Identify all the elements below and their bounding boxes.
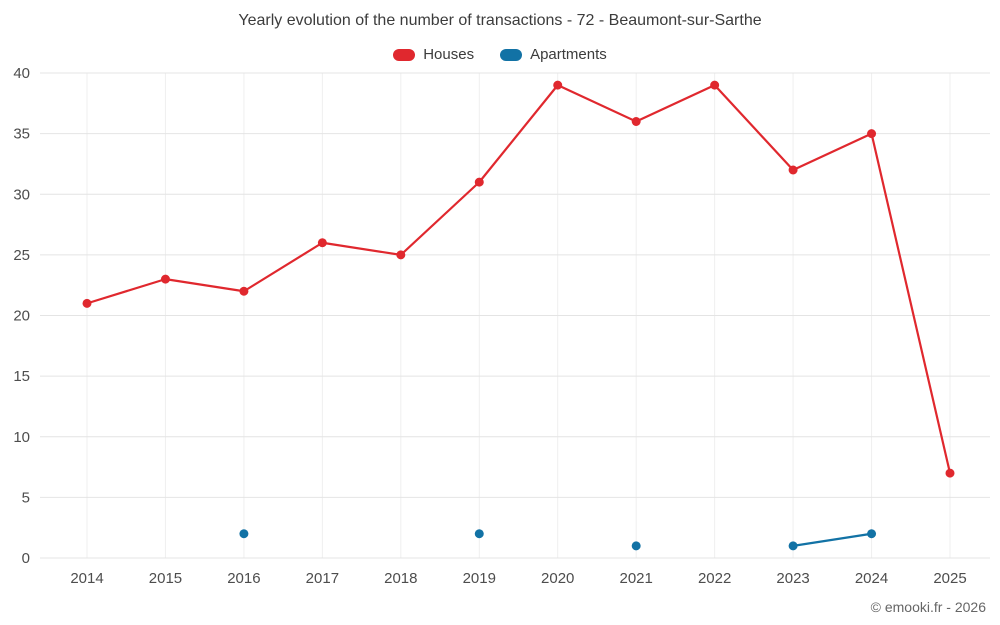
x-axis-tick-label: 2019 (463, 570, 496, 587)
x-axis-tick-label: 2025 (933, 570, 966, 587)
houses-data-point (160, 274, 170, 284)
x-axis-tick-label: 2018 (384, 570, 417, 587)
houses-data-point (710, 80, 720, 90)
houses-legend-label: Houses (423, 46, 475, 63)
apartments-data-point (474, 529, 484, 539)
apartments-data-point (239, 529, 249, 539)
x-axis-tick-label: 2021 (619, 570, 652, 587)
x-axis-tick-label: 2016 (227, 570, 260, 587)
y-axis-tick-label: 0 (22, 550, 30, 567)
houses-data-point (631, 117, 641, 126)
y-axis-tick-label: 40 (13, 65, 30, 82)
legend: Houses Apartments (0, 46, 1000, 63)
apartments-series-line (791, 532, 873, 547)
x-axis-tick-label: 2022 (698, 570, 731, 587)
y-axis-tick-label: 15 (13, 368, 30, 385)
chart-title: Yearly evolution of the number of transa… (238, 12, 762, 29)
houses-series-swatch-icon (393, 48, 416, 61)
legend-item-apartments[interactable]: Apartments (500, 46, 607, 63)
houses-data-point (553, 80, 563, 90)
houses-data-point (317, 238, 327, 248)
x-axis-tick-label: 2024 (855, 570, 888, 587)
x-axis-tick-label: 2020 (541, 570, 574, 587)
apartments-legend-label: Apartments (530, 46, 607, 63)
legend-item-houses[interactable]: Houses (393, 46, 474, 63)
houses-data-point (474, 177, 484, 187)
apartments-data-point (631, 541, 641, 551)
copyright-label: © emooki.fr - 2026 (870, 599, 986, 615)
y-axis-tick-label: 35 (13, 126, 30, 143)
houses-data-point (396, 250, 406, 260)
x-axis-tick-label: 2023 (776, 570, 809, 587)
y-axis-tick-label: 10 (13, 429, 30, 446)
y-axis-tick-label: 20 (13, 308, 30, 325)
houses-data-point (788, 165, 798, 175)
houses-data-point (867, 129, 877, 139)
y-axis-tick-label: 25 (13, 247, 30, 264)
houses-data-point (945, 468, 955, 478)
houses-data-point (239, 286, 249, 296)
houses-data-point (82, 298, 92, 308)
apartments-series-swatch-icon (500, 48, 523, 61)
y-axis-tick-label: 30 (13, 186, 30, 203)
y-axis-tick-label: 5 (22, 489, 30, 506)
apartments-data-point (867, 529, 877, 539)
x-axis-tick-label: 2014 (70, 570, 103, 587)
x-axis-tick-label: 2017 (306, 570, 339, 587)
houses-series-line (85, 84, 952, 475)
apartments-data-point (788, 541, 798, 551)
x-axis-tick-label: 2015 (149, 570, 182, 587)
